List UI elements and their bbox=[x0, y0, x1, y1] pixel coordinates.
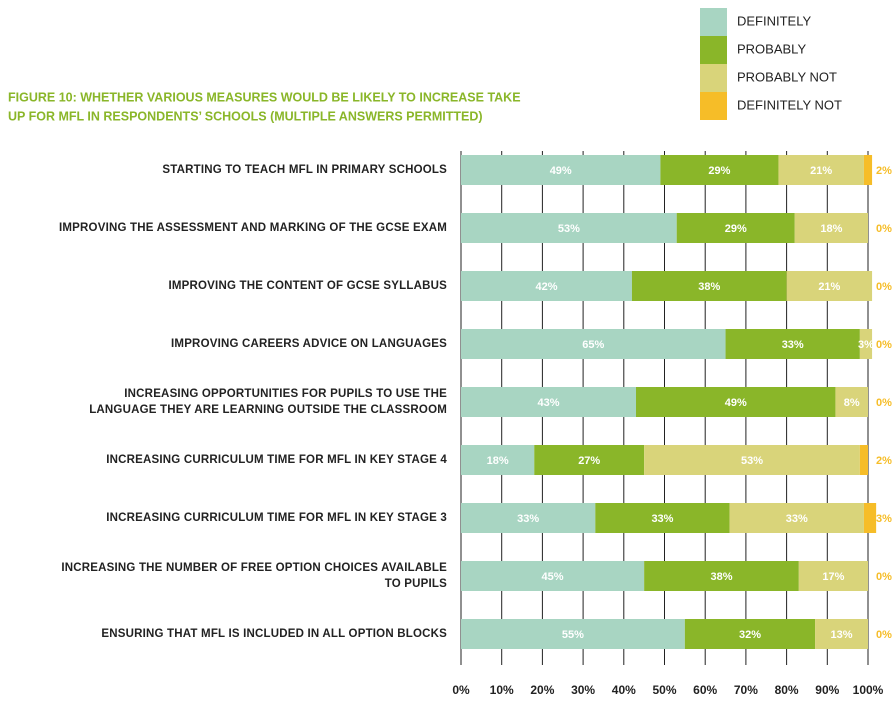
value-label: 0% bbox=[876, 339, 892, 351]
bar-segment bbox=[863, 155, 873, 185]
legend-label: PROBABLY bbox=[737, 41, 806, 56]
bar-segment bbox=[778, 155, 864, 185]
value-label: 33% bbox=[651, 513, 673, 525]
category-label: IMPROVING CAREERS ADVICE ON LANGUAGES bbox=[171, 338, 447, 350]
value-label: 55% bbox=[562, 629, 584, 641]
value-label: 21% bbox=[810, 165, 832, 177]
x-tick-label: 40% bbox=[612, 683, 636, 697]
x-tick-label: 20% bbox=[530, 683, 554, 697]
value-label: 27% bbox=[578, 455, 600, 467]
x-tick-label: 30% bbox=[571, 683, 595, 697]
value-label: 18% bbox=[487, 455, 509, 467]
bar-segment bbox=[798, 561, 868, 591]
value-label: 0% bbox=[876, 397, 892, 409]
value-label: 45% bbox=[542, 571, 564, 583]
bar-segment bbox=[461, 213, 677, 243]
bar-segment bbox=[660, 155, 779, 185]
value-label: 29% bbox=[708, 165, 730, 177]
bar-segment bbox=[461, 329, 726, 359]
value-label: 49% bbox=[725, 397, 747, 409]
value-label: 0% bbox=[876, 571, 892, 583]
bar-segment bbox=[461, 387, 637, 417]
value-label: 8% bbox=[844, 397, 860, 409]
x-tick-label: 80% bbox=[775, 683, 799, 697]
value-label: 65% bbox=[582, 339, 604, 351]
bar-segment bbox=[835, 387, 868, 417]
category-label: INCREASING THE NUMBER OF FREE OPTION CHO… bbox=[61, 562, 447, 590]
bar-segment bbox=[595, 503, 730, 533]
value-label: 18% bbox=[820, 223, 842, 235]
bar-segment bbox=[636, 387, 836, 417]
x-tick-label: 70% bbox=[734, 683, 758, 697]
bar-segment bbox=[676, 213, 795, 243]
category-label: IMPROVING THE ASSESSMENT AND MARKING OF … bbox=[59, 222, 447, 234]
value-label: 17% bbox=[822, 571, 844, 583]
category-label: STARTING TO TEACH MFL IN PRIMARY SCHOOLS bbox=[162, 164, 447, 176]
value-label: 38% bbox=[710, 571, 732, 583]
category-label: INCREASING OPPORTUNITIES FOR PUPILS TO U… bbox=[89, 388, 447, 416]
value-label: 53% bbox=[558, 223, 580, 235]
legend-swatch bbox=[700, 92, 727, 120]
bar-segment bbox=[461, 155, 661, 185]
value-label: 38% bbox=[698, 281, 720, 293]
bar-segment bbox=[725, 329, 860, 359]
bar-segment bbox=[461, 619, 685, 649]
value-label: 21% bbox=[818, 281, 840, 293]
bar-segment bbox=[461, 271, 632, 301]
bar-segment bbox=[631, 271, 787, 301]
x-tick-label: 0% bbox=[452, 683, 470, 697]
bar-segment bbox=[786, 271, 873, 301]
value-label: 2% bbox=[876, 165, 892, 177]
value-label: 33% bbox=[782, 339, 804, 351]
bar-segment bbox=[794, 213, 868, 243]
bar-segment bbox=[863, 503, 877, 533]
legend-swatch bbox=[700, 36, 727, 64]
x-tick-label: 90% bbox=[815, 683, 839, 697]
legend-label: DEFINITELY NOT bbox=[737, 97, 842, 112]
legend-label: DEFINITELY bbox=[737, 13, 811, 28]
value-label: 42% bbox=[535, 281, 557, 293]
bar-segment bbox=[859, 445, 868, 475]
bar-segment bbox=[534, 445, 645, 475]
x-tick-label: 60% bbox=[693, 683, 717, 697]
bar-segment bbox=[644, 445, 860, 475]
value-label: 43% bbox=[537, 397, 559, 409]
value-label: 53% bbox=[741, 455, 763, 467]
bar-segment bbox=[644, 561, 799, 591]
legend-swatch bbox=[700, 64, 727, 92]
x-tick-label: 10% bbox=[490, 683, 514, 697]
x-tick-label: 50% bbox=[652, 683, 676, 697]
bar-segment bbox=[461, 503, 596, 533]
category-label: ENSURING THAT MFL IS INCLUDED IN ALL OPT… bbox=[101, 628, 447, 640]
value-label: 2% bbox=[876, 455, 892, 467]
bar-segment bbox=[729, 503, 864, 533]
bar-segment bbox=[684, 619, 816, 649]
category-label: INCREASING CURRICULUM TIME FOR MFL IN KE… bbox=[106, 512, 447, 524]
x-tick-label: 100% bbox=[853, 683, 884, 697]
category-label: INCREASING CURRICULUM TIME FOR MFL IN KE… bbox=[106, 454, 447, 466]
legend-label: PROBABLY NOT bbox=[737, 69, 837, 84]
bar-segment bbox=[461, 445, 535, 475]
value-label: 32% bbox=[739, 629, 761, 641]
value-label: 0% bbox=[876, 281, 892, 293]
value-label: 3% bbox=[876, 513, 892, 525]
value-label: 0% bbox=[876, 629, 892, 641]
value-label: 29% bbox=[725, 223, 747, 235]
value-label: 33% bbox=[517, 513, 539, 525]
value-label: 13% bbox=[831, 629, 853, 641]
bar-segment bbox=[815, 619, 868, 649]
bar-segment bbox=[461, 561, 645, 591]
legend-swatch bbox=[700, 8, 727, 36]
value-label: 0% bbox=[876, 223, 892, 235]
value-label: 49% bbox=[550, 165, 572, 177]
chart-title: FIGURE 10: WHETHER VARIOUS MEASURES WOUL… bbox=[8, 90, 521, 104]
value-label: 33% bbox=[786, 513, 808, 525]
value-label: 3% bbox=[858, 339, 874, 351]
category-label: IMPROVING THE CONTENT OF GCSE SYLLABUS bbox=[168, 280, 447, 292]
chart-title: UP FOR MFL IN RESPONDENTS’ SCHOOLS (MULT… bbox=[8, 109, 483, 123]
bar-segment bbox=[859, 329, 873, 359]
